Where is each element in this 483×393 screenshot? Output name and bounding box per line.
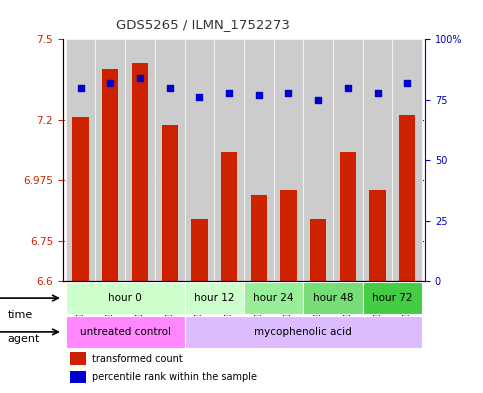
Bar [66,316,185,348]
Bar [185,282,244,314]
Bar [125,39,155,281]
Text: GDS5265 / ILMN_1752273: GDS5265 / ILMN_1752273 [116,18,290,31]
Text: mycophenolic acid: mycophenolic acid [255,327,352,337]
Text: hour 12: hour 12 [194,293,234,303]
Point [166,84,173,91]
Bar [363,39,392,281]
Bar [70,371,86,383]
Point [136,75,144,81]
Text: hour 24: hour 24 [254,293,294,303]
Point [196,94,203,101]
Bar [244,39,273,281]
Bar [66,39,96,281]
Bar [221,152,237,281]
Bar [392,39,422,281]
Bar [244,282,303,314]
Bar [132,64,148,281]
Point [77,84,85,91]
Bar [161,125,178,281]
Text: untreated control: untreated control [80,327,170,337]
Bar [214,39,244,281]
Bar [185,316,422,348]
Bar [251,195,267,281]
Bar [333,39,363,281]
Text: hour 72: hour 72 [372,293,412,303]
Bar [102,69,118,281]
Text: percentile rank within the sample: percentile rank within the sample [92,372,257,382]
Point [344,84,352,91]
Text: hour 48: hour 48 [313,293,353,303]
Bar [70,353,86,365]
Bar [72,117,89,281]
Text: agent: agent [7,334,40,344]
Point [255,92,263,98]
Point [403,80,411,86]
Point [106,80,114,86]
Text: transformed count: transformed count [92,354,183,364]
Bar [340,152,356,281]
Bar [185,39,214,281]
Bar [369,190,386,281]
Bar [273,39,303,281]
Bar [96,39,125,281]
Bar [303,39,333,281]
Bar [303,282,363,314]
Point [225,89,233,95]
Bar [280,190,297,281]
Text: hour 0: hour 0 [108,293,142,303]
Bar [399,114,415,281]
Bar [191,219,208,281]
Bar [310,219,327,281]
Bar [155,39,185,281]
Bar [363,282,422,314]
Bar [66,282,185,314]
Text: time: time [7,310,32,320]
Point [374,89,382,95]
Point [314,97,322,103]
Point [284,89,292,95]
